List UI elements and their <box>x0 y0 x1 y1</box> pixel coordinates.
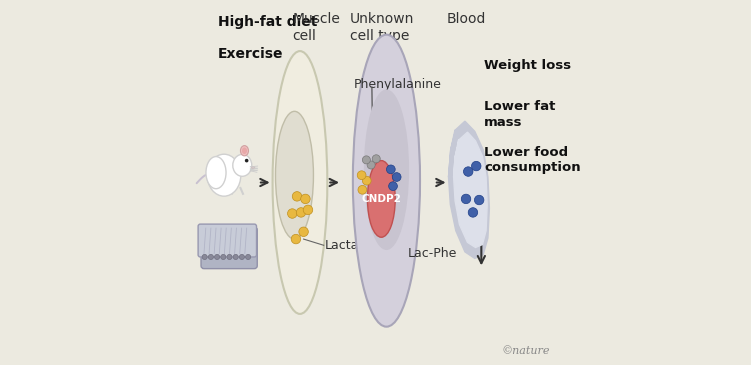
FancyBboxPatch shape <box>198 224 257 257</box>
Ellipse shape <box>363 89 409 250</box>
Text: Lactate: Lactate <box>324 239 372 252</box>
Polygon shape <box>454 132 487 247</box>
Ellipse shape <box>273 51 327 314</box>
Text: Exercise: Exercise <box>218 47 283 61</box>
Circle shape <box>475 195 484 205</box>
Circle shape <box>297 208 306 217</box>
FancyBboxPatch shape <box>201 227 258 269</box>
Ellipse shape <box>276 111 313 239</box>
Ellipse shape <box>242 147 247 154</box>
Text: Lower food
consumption: Lower food consumption <box>484 146 581 174</box>
Text: High-fat diet: High-fat diet <box>218 15 317 28</box>
Ellipse shape <box>207 154 241 196</box>
Circle shape <box>202 254 207 260</box>
Text: ©nature: ©nature <box>502 346 550 356</box>
Circle shape <box>372 155 380 163</box>
Circle shape <box>299 227 309 237</box>
Circle shape <box>392 173 401 181</box>
Ellipse shape <box>252 166 255 169</box>
Circle shape <box>387 165 395 174</box>
Circle shape <box>463 167 473 176</box>
Circle shape <box>246 254 251 260</box>
Ellipse shape <box>233 154 252 176</box>
Text: Muscle
cell: Muscle cell <box>292 12 340 43</box>
Text: Lower fat
mass: Lower fat mass <box>484 100 556 129</box>
Ellipse shape <box>240 146 249 156</box>
Circle shape <box>472 161 481 171</box>
Text: Lac-Phe: Lac-Phe <box>408 247 457 261</box>
Circle shape <box>363 156 370 164</box>
Text: Unknown
cell type: Unknown cell type <box>350 12 415 43</box>
Circle shape <box>468 208 478 217</box>
Text: Weight loss: Weight loss <box>484 59 572 72</box>
Circle shape <box>221 254 226 260</box>
Circle shape <box>215 254 219 260</box>
Circle shape <box>357 171 366 180</box>
Circle shape <box>367 161 376 169</box>
Circle shape <box>227 254 232 260</box>
Circle shape <box>363 176 371 185</box>
Circle shape <box>461 194 471 204</box>
Text: Phenylalanine: Phenylalanine <box>354 78 442 92</box>
Text: Blood: Blood <box>447 12 486 26</box>
Ellipse shape <box>353 35 420 327</box>
Circle shape <box>240 254 245 260</box>
Circle shape <box>303 205 312 215</box>
Circle shape <box>358 185 366 194</box>
Ellipse shape <box>367 161 395 237</box>
Circle shape <box>300 194 310 204</box>
Circle shape <box>388 182 397 191</box>
Circle shape <box>288 209 297 218</box>
Ellipse shape <box>206 157 226 189</box>
Circle shape <box>208 254 213 260</box>
Circle shape <box>245 159 249 162</box>
Text: CNDP2: CNDP2 <box>361 194 401 204</box>
Circle shape <box>292 192 302 201</box>
Circle shape <box>291 234 300 244</box>
Circle shape <box>233 254 238 260</box>
Polygon shape <box>448 121 490 258</box>
